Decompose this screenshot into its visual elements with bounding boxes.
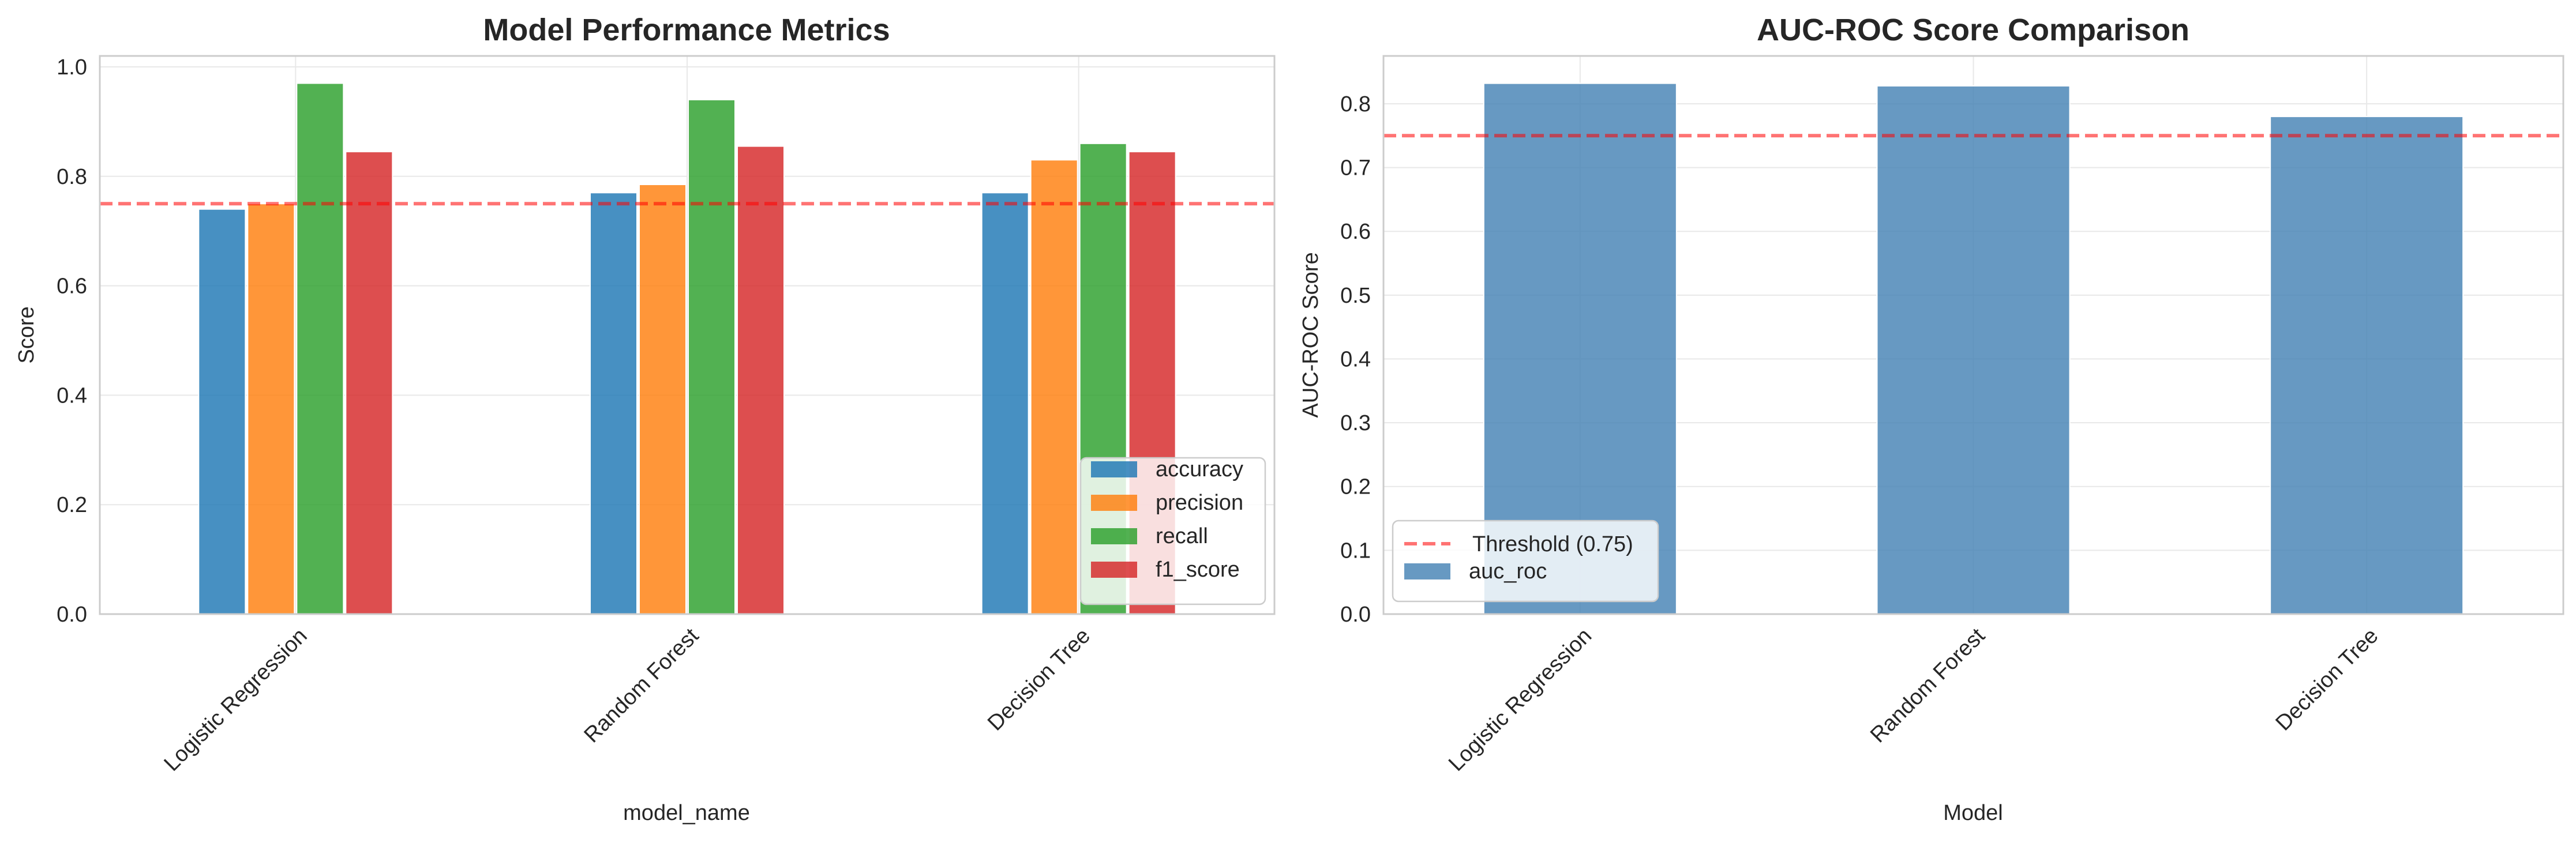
legend-swatch-recall <box>1091 528 1137 544</box>
legend-swatch-auc_roc <box>1404 563 1450 579</box>
y-tick-label: 0.7 <box>1340 156 1371 180</box>
bar-f1_score <box>737 145 785 615</box>
legend-label-recall: recall <box>1156 524 1208 548</box>
y-tick-label: 0.3 <box>1340 411 1371 435</box>
y-tick-label: 0.0 <box>1340 603 1371 627</box>
chart-auc-roc: AUC-ROC Score Comparison 0.0 0.1 0.2 0.3 0.4… <box>1299 13 2564 825</box>
legend-swatch-precision <box>1091 495 1137 511</box>
bar-auc_roc <box>2270 116 2464 615</box>
chart-title: Model Performance Metrics <box>483 13 890 47</box>
chart-model-performance: Model Performance Metrics 0.00.20.40.60.… <box>14 13 1276 825</box>
x-tick-label: Logistic Regression <box>1444 624 1596 776</box>
plot-frame <box>1382 55 2564 615</box>
x-tick-labels: Logistic Regression Random Forest Decision… <box>1444 623 2383 776</box>
y-tick-label: 0.5 <box>1340 284 1371 308</box>
bar-precision <box>639 184 687 615</box>
bar-accuracy <box>981 192 1029 615</box>
y-tick-label: 0.6 <box>57 274 87 299</box>
bars <box>1483 82 2464 615</box>
y-axis-label: Score <box>14 306 39 363</box>
x-tick-label: Random Forest <box>1866 623 1990 747</box>
y-tick-label: 1.0 <box>57 55 87 80</box>
y-tick-label: 0.2 <box>57 493 87 517</box>
x-tick-label: Random Forest <box>579 623 703 747</box>
legend-swatch-accuracy <box>1091 461 1137 477</box>
y-tick-label: 0.8 <box>57 165 87 189</box>
y-axis-label: AUC-ROC Score <box>1299 252 1323 417</box>
y-tick-labels: 0.0 0.2 0.4 0.6 0.8 1.0 <box>57 55 87 627</box>
legend-label-f1_score: f1_score <box>1156 558 1240 582</box>
y-tick-label: 0.4 <box>57 383 87 408</box>
y-tick-label: 0.6 <box>1340 220 1371 244</box>
chart-title: AUC-ROC Score Comparison <box>1757 13 2189 47</box>
legend-box <box>1392 520 1659 603</box>
y-tick-labels: 0.0 0.1 0.2 0.3 0.4 0.5 0.6 0.7 0.8 <box>1340 92 1371 627</box>
legend-label-threshold: Threshold (0.75) <box>1472 532 1633 556</box>
bar-accuracy <box>590 192 638 615</box>
x-tick-label: Logistic Regression <box>160 624 312 776</box>
x-tick-label: Decision Tree <box>2271 624 2383 736</box>
x-axis-label: Model <box>1943 801 2003 825</box>
bar-auc_roc <box>1876 85 2071 615</box>
x-tick-label: Decision Tree <box>983 624 1095 736</box>
bar-f1_score <box>345 151 393 615</box>
bar-recall <box>688 99 736 615</box>
y-tick-label: 0.1 <box>1340 539 1371 563</box>
legend-label-accuracy: accuracy <box>1156 457 1243 481</box>
bar-precision <box>1030 159 1078 615</box>
bars <box>198 82 1176 615</box>
legend-label-precision: precision <box>1156 491 1243 515</box>
bar-precision <box>247 203 295 615</box>
y-tick-label: 0.2 <box>1340 475 1371 499</box>
y-tick-label: 0.4 <box>1340 347 1371 371</box>
legend: accuracy precision recall f1_score <box>1079 457 1266 605</box>
bar-recall <box>296 82 344 615</box>
x-tick-labels: Logistic Regression Random Forest Decision… <box>160 623 1096 776</box>
plot-frame <box>99 55 1276 615</box>
legend-label-auc_roc: auc_roc <box>1469 559 1547 584</box>
x-axis-label: model_name <box>623 801 750 825</box>
legend: Threshold (0.75) auc_roc <box>1392 520 1659 603</box>
bar-accuracy <box>198 208 246 615</box>
y-tick-label: 0.8 <box>1340 92 1371 116</box>
legend-swatch-f1_score <box>1091 562 1137 578</box>
y-tick-label: 0.0 <box>57 603 87 627</box>
